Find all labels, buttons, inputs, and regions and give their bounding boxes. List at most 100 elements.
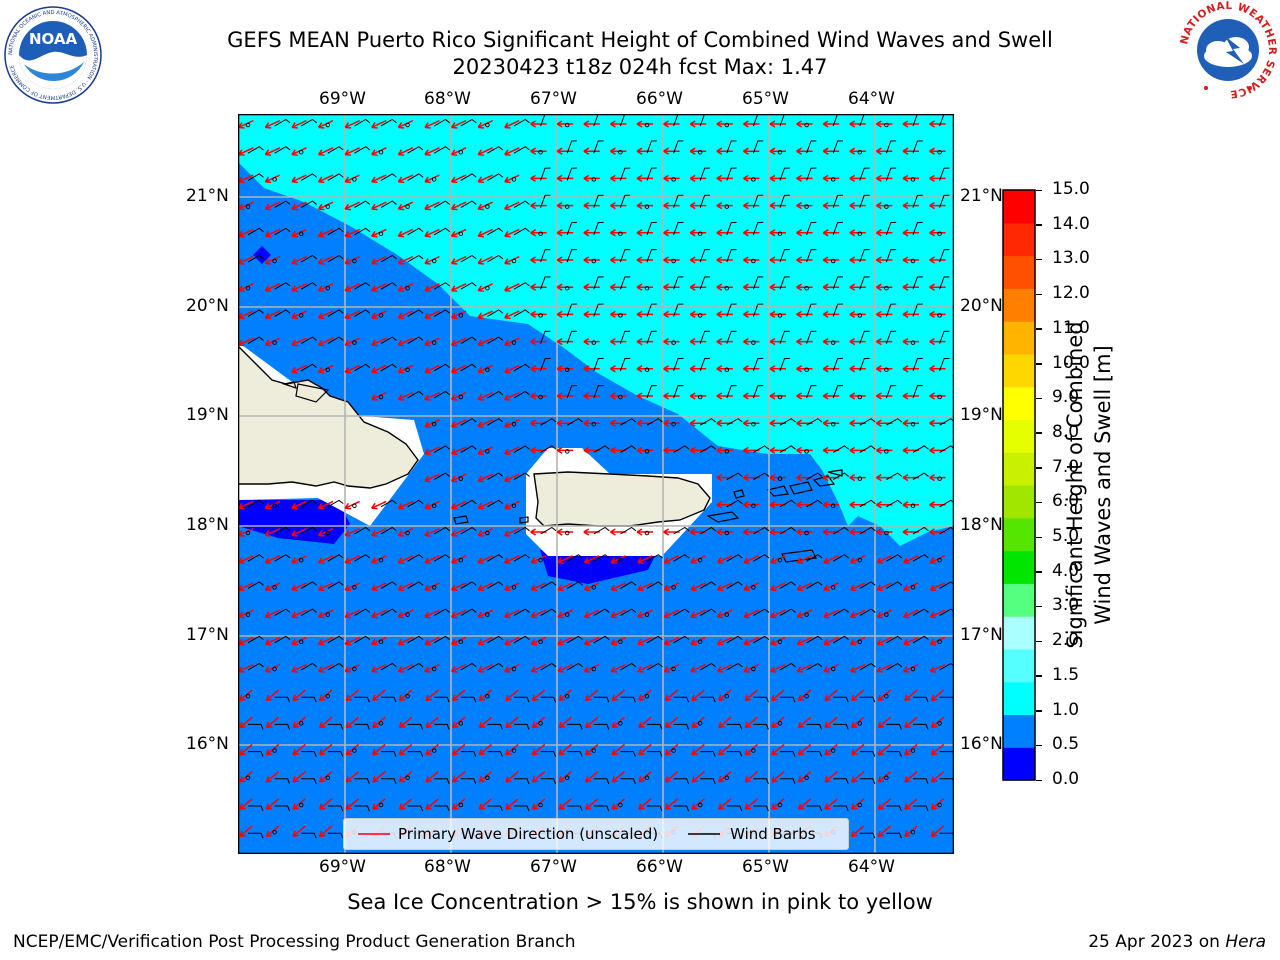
vector-glyph — [424, 663, 440, 673]
vector-glyph — [530, 662, 557, 673]
vector-glyph — [902, 526, 929, 536]
lat-label-left: 16°N — [186, 734, 229, 754]
vector-glyph — [397, 254, 424, 265]
wave-direction-arrow — [424, 310, 440, 320]
wave-direction-arrow — [849, 174, 866, 183]
wave-direction-arrow — [531, 771, 546, 783]
vector-glyph — [876, 140, 897, 155]
calm-wind-circle — [751, 258, 756, 264]
wave-direction-arrow — [583, 147, 600, 155]
land-hispaniola — [238, 345, 419, 489]
calm-wind-circle — [564, 367, 570, 373]
vector-glyph — [265, 689, 291, 703]
vector-glyph — [371, 173, 397, 184]
vector-glyph — [824, 743, 838, 756]
wave-direction-arrow — [450, 419, 467, 428]
vector-glyph — [849, 581, 876, 592]
wave-direction-arrow — [530, 120, 547, 128]
wind-barb — [619, 330, 631, 344]
colorbar-tick-mark — [1036, 189, 1042, 191]
vector-glyph — [344, 255, 360, 265]
calm-wind-circle — [697, 639, 703, 645]
wind-barb — [779, 418, 796, 426]
vector-glyph — [372, 771, 397, 784]
vector-glyph — [689, 526, 716, 536]
wave-direction-arrow — [264, 555, 281, 564]
wave-direction-arrow — [371, 663, 387, 673]
vector-glyph — [929, 114, 950, 128]
vector-glyph — [876, 221, 897, 237]
vector-glyph — [929, 636, 946, 646]
wave-direction-arrow — [504, 527, 520, 537]
wave-direction-arrow — [558, 798, 572, 810]
wind-barb — [806, 385, 817, 399]
wave-direction-arrow — [530, 256, 547, 264]
vector-glyph — [902, 114, 923, 128]
vector-glyph — [611, 771, 636, 784]
vector-glyph — [583, 663, 600, 673]
vector-glyph — [636, 167, 657, 183]
wave-direction-arrow — [611, 743, 626, 756]
wave-direction-arrow — [239, 798, 253, 810]
wave-direction-arrow — [451, 771, 466, 783]
vector-glyph — [372, 716, 386, 729]
colorbar-tick-label: 2.0 — [1052, 630, 1080, 651]
vector-glyph — [849, 357, 870, 373]
calm-wind-circle — [298, 557, 304, 563]
wave-direction-arrow — [317, 636, 334, 646]
vector-glyph — [610, 608, 637, 619]
calm-wind-circle — [857, 476, 863, 481]
wind-barb — [885, 140, 897, 154]
wave-direction-arrow — [902, 120, 919, 128]
wind-barb — [487, 635, 504, 644]
calm-wind-circle — [777, 313, 783, 318]
wind-barb — [780, 696, 796, 703]
wave-direction-arrow — [796, 663, 813, 673]
vector-glyph — [929, 473, 946, 482]
wind-barb — [833, 805, 849, 812]
wind-barb — [487, 499, 504, 508]
wave-direction-arrow — [450, 582, 467, 592]
wave-direction-arrow — [636, 392, 653, 400]
wind-barb — [380, 200, 397, 209]
wind-barb — [566, 303, 578, 317]
vector-glyph — [371, 662, 397, 673]
wind-barb — [593, 608, 610, 617]
calm-wind-circle — [352, 258, 357, 264]
vector-glyph — [796, 635, 823, 646]
wave-direction-arrow — [450, 500, 467, 510]
wave-direction-arrow — [530, 365, 547, 373]
vector-glyph — [344, 500, 360, 510]
wave-direction-arrow — [902, 392, 919, 400]
wind-barb — [354, 805, 370, 812]
vector-glyph — [902, 140, 923, 155]
vector-glyph — [450, 173, 477, 184]
wind-barb — [699, 114, 711, 127]
colorbar-tick-label: 3.0 — [1052, 595, 1080, 616]
wave-direction-arrow — [610, 256, 627, 264]
wave-direction-arrow — [530, 174, 547, 183]
vector-glyph — [610, 147, 627, 155]
vector-glyph — [398, 743, 424, 757]
calm-wind-circle — [777, 394, 783, 400]
calm-wind-circle — [591, 585, 597, 590]
vector-glyph — [531, 743, 557, 757]
wind-barb — [885, 385, 897, 399]
colorbar-tick-label: 8.0 — [1052, 421, 1080, 442]
wind-barb — [886, 418, 903, 426]
wave-direction-arrow — [397, 663, 414, 673]
wind-barb — [753, 805, 769, 812]
vector-glyph — [796, 365, 813, 373]
vector-glyph — [317, 609, 334, 619]
vector-glyph — [450, 228, 467, 238]
wind-barb — [939, 357, 950, 371]
vector-glyph — [663, 445, 690, 455]
vector-glyph — [663, 663, 680, 673]
wave-direction-arrow — [822, 283, 840, 291]
wind-barb — [593, 385, 604, 399]
vector-glyph — [716, 120, 733, 128]
wind-barb — [832, 445, 849, 453]
vector-glyph — [584, 716, 610, 730]
vector-glyph — [716, 554, 743, 564]
vector-glyph — [450, 118, 477, 129]
